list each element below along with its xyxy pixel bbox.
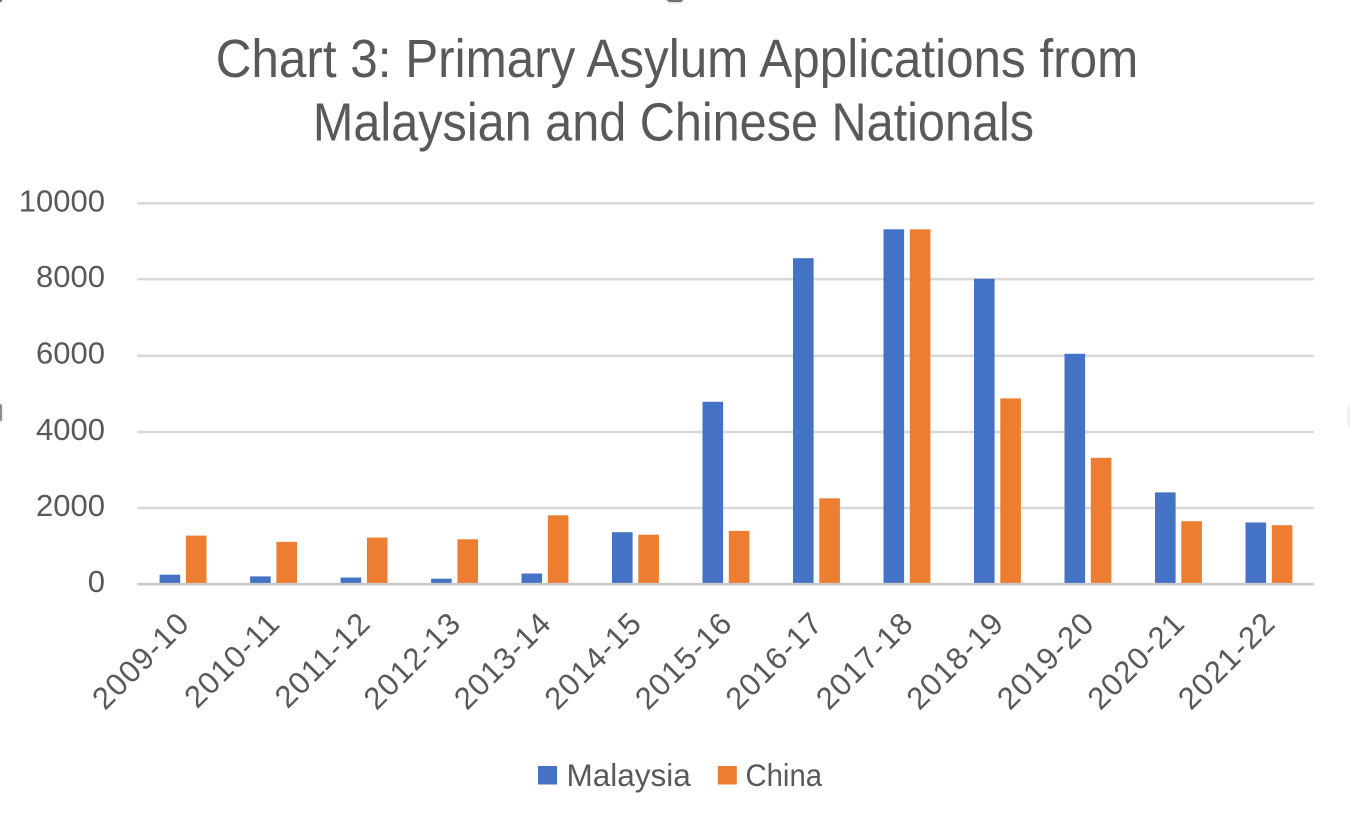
svg-text:China: China [746, 758, 823, 793]
svg-text:2021-22: 2021-22 [1171, 605, 1282, 716]
svg-text:2011-12: 2011-12 [268, 605, 378, 715]
svg-text:2020-21: 2020-21 [1081, 605, 1192, 716]
svg-text:0: 0 [88, 564, 105, 599]
svg-text:2010-11: 2010-11 [177, 605, 287, 715]
svg-text:2000: 2000 [36, 488, 105, 523]
svg-text:2017-18: 2017-18 [809, 605, 920, 716]
svg-text:4000: 4000 [36, 412, 105, 447]
svg-text:2018-19: 2018-19 [900, 605, 1011, 716]
svg-text:2016-17: 2016-17 [719, 605, 830, 716]
svg-text:8000: 8000 [36, 259, 105, 294]
svg-text:2014-15: 2014-15 [538, 605, 649, 716]
svg-text:2019-20: 2019-20 [990, 605, 1101, 716]
svg-text:2012-13: 2012-13 [357, 605, 468, 716]
svg-text:6000: 6000 [36, 336, 105, 371]
svg-text:2015-16: 2015-16 [628, 605, 739, 716]
svg-text:2013-14: 2013-14 [447, 605, 558, 716]
svg-text:10000: 10000 [19, 183, 105, 218]
svg-text:Chart 3: Primary Asylum Applic: Chart 3: Primary Asylum Applications fro… [216, 28, 1139, 89]
svg-text:2009-10: 2009-10 [85, 605, 196, 716]
svg-text:Malaysian and Chinese National: Malaysian and Chinese Nationals [313, 91, 1034, 152]
svg-text:Malaysia: Malaysia [567, 757, 692, 793]
